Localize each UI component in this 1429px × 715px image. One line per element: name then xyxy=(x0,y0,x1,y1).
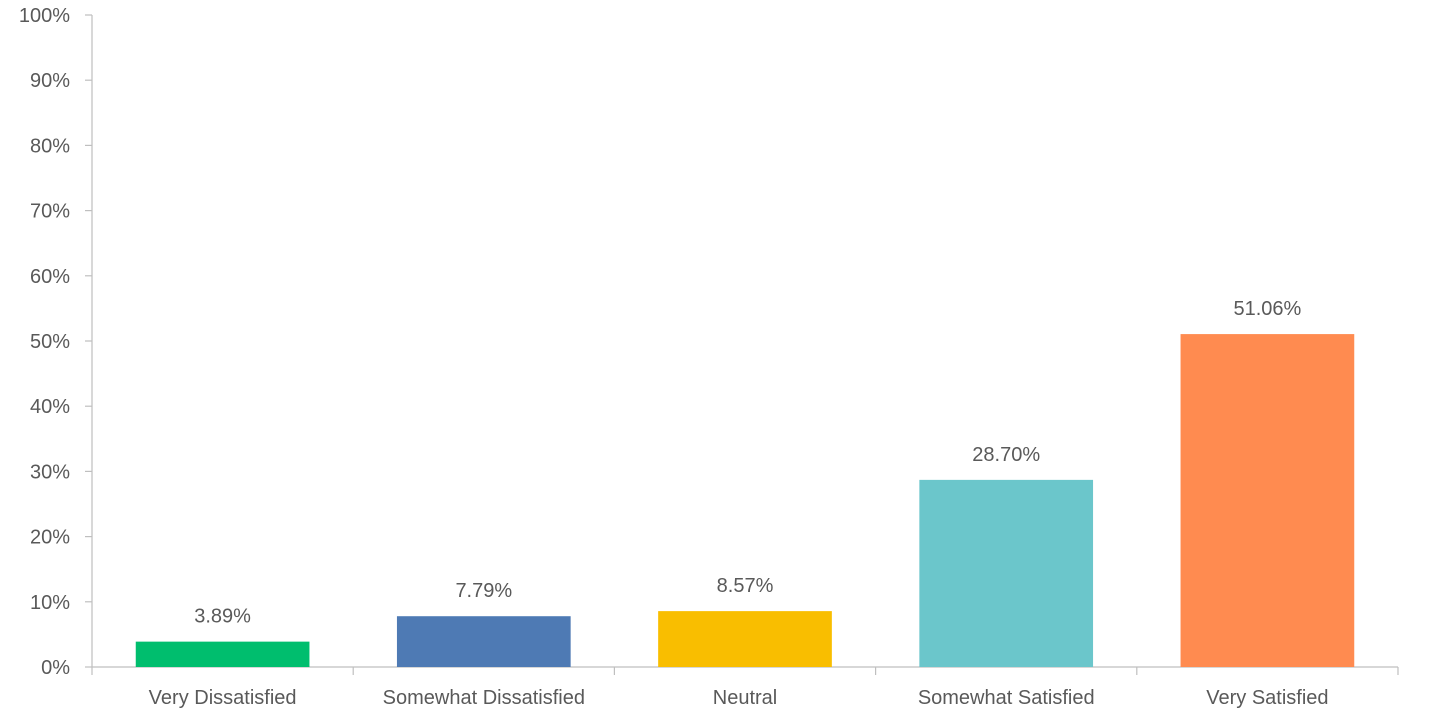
y-tick-label: 0% xyxy=(41,657,70,679)
y-tick-label: 50% xyxy=(30,331,70,353)
bar-value-label: 28.70% xyxy=(972,444,1040,466)
bar xyxy=(396,616,571,667)
y-tick-label: 10% xyxy=(30,592,70,614)
bar xyxy=(658,611,832,667)
y-tick-label: 100% xyxy=(19,5,70,27)
bar-value-label: 8.57% xyxy=(717,575,774,597)
y-tick-label: 30% xyxy=(30,461,70,483)
x-category-label: Somewhat Satisfied xyxy=(918,687,1095,709)
y-axis: 0% 10% 20% 30% 40% 50% 60% 70% 80% 90% 100% xyxy=(19,5,93,679)
data-labels-group: 3.89% 7.79% 8.57% 28.70% 51.06% xyxy=(194,298,1301,628)
bar-value-label: 51.06% xyxy=(1233,298,1301,320)
bars-group xyxy=(135,334,1355,667)
bar xyxy=(1180,334,1355,667)
x-axis xyxy=(91,666,1399,675)
y-tick-label: 20% xyxy=(30,527,70,549)
x-category-label: Very Satisfied xyxy=(1206,687,1328,709)
y-tick-label: 40% xyxy=(30,396,70,418)
y-tick-label: 60% xyxy=(30,266,70,288)
bar xyxy=(919,479,1094,667)
y-tick-label: 80% xyxy=(30,135,70,157)
bar-value-label: 3.89% xyxy=(194,606,251,628)
x-category-label: Neutral xyxy=(713,687,777,709)
x-category-label: Somewhat Dissatisfied xyxy=(383,687,585,709)
y-tick-label: 70% xyxy=(30,201,70,223)
y-tick-label: 90% xyxy=(30,70,70,92)
bar-value-label: 7.79% xyxy=(455,580,512,602)
category-labels-group: Very Dissatisfied Somewhat Dissatisfied Ne… xyxy=(149,687,1329,709)
bar xyxy=(135,641,310,667)
x-category-label: Very Dissatisfied xyxy=(149,687,297,709)
